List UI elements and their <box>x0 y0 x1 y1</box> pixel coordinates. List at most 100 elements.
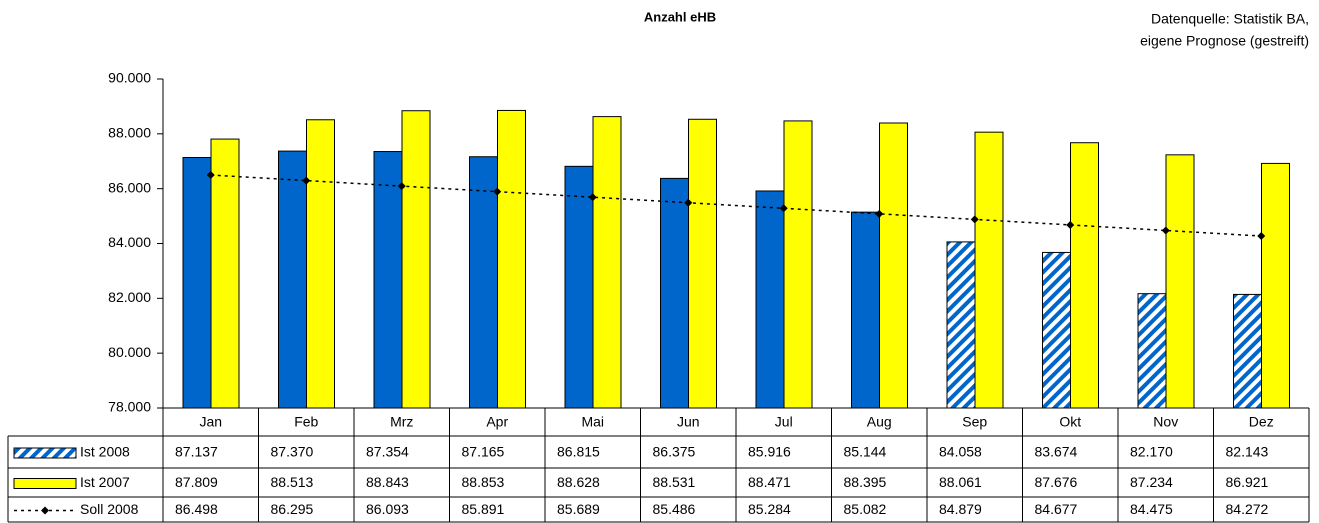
table-value: 87.676 <box>1035 474 1078 490</box>
marker <box>970 215 979 224</box>
table-value: 85.689 <box>557 501 600 517</box>
table-value: 84.879 <box>939 501 982 517</box>
bar <box>210 138 240 409</box>
bar <box>1070 142 1099 409</box>
x-tick-label: Jan <box>199 414 222 430</box>
bar <box>1261 162 1290 409</box>
table-value: 85.891 <box>462 501 505 517</box>
x-tick-label: Mrz <box>390 414 413 430</box>
bar <box>755 190 785 409</box>
legend-label: Soll 2008 <box>80 501 139 517</box>
table-value: 88.395 <box>844 474 887 490</box>
x-tick-label: Feb <box>294 414 318 430</box>
bar <box>783 120 813 409</box>
table-value: 84.272 <box>1226 501 1269 517</box>
legend-key <box>41 506 49 515</box>
y-tick-label: 86.000 <box>108 179 151 195</box>
table-value: 86.921 <box>1226 474 1269 490</box>
bar <box>278 150 307 409</box>
y-tick-label: 82.000 <box>108 289 151 305</box>
table-value: 88.531 <box>653 474 696 490</box>
legend-label: Ist 2007 <box>80 474 130 490</box>
table-value: 84.677 <box>1035 501 1078 517</box>
table-value: 87.370 <box>271 444 314 460</box>
table-value: 87.137 <box>175 444 218 460</box>
marker <box>779 204 788 213</box>
bar <box>1042 251 1071 409</box>
x-tick-label: Jul <box>775 414 793 430</box>
marker <box>397 182 406 191</box>
table-value: 85.082 <box>844 501 887 517</box>
bar <box>879 122 908 409</box>
bar <box>1137 293 1167 409</box>
y-tick-label: 80.000 <box>108 344 151 360</box>
source-note: Datenquelle: Statistik BA, <box>1151 11 1309 27</box>
bar <box>688 118 717 409</box>
table-value: 87.165 <box>462 444 505 460</box>
table-value: 87.234 <box>1130 474 1173 490</box>
table-value: 85.916 <box>748 444 791 460</box>
table-value: 82.170 <box>1130 444 1173 460</box>
bar <box>401 110 431 409</box>
marker <box>684 198 693 207</box>
table-value: 82.143 <box>1226 444 1269 460</box>
bar <box>946 241 976 409</box>
table-value: 83.674 <box>1035 444 1078 460</box>
marker <box>1161 226 1170 235</box>
table-value: 86.093 <box>366 501 409 517</box>
x-tick-label: Nov <box>1153 414 1178 430</box>
table-value: 85.284 <box>748 501 791 517</box>
source-note: eigene Prognose (gestreift) <box>1140 33 1309 49</box>
table-value: 85.144 <box>844 444 887 460</box>
bar <box>660 177 689 409</box>
y-tick-label: 78.000 <box>108 399 151 415</box>
x-tick-label: Apr <box>486 414 508 430</box>
bar <box>851 211 880 409</box>
marker <box>1066 220 1075 229</box>
table-value: 88.471 <box>748 474 791 490</box>
bar <box>1233 293 1262 409</box>
bar <box>182 156 212 409</box>
table-value: 88.853 <box>462 474 505 490</box>
table-value: 86.815 <box>557 444 600 460</box>
bar <box>306 119 335 409</box>
table-value: 84.475 <box>1130 501 1173 517</box>
x-tick-label: Aug <box>867 414 892 430</box>
bar <box>564 165 594 409</box>
y-tick-label: 84.000 <box>108 234 151 250</box>
legend-key <box>13 478 77 489</box>
x-tick-label: Jun <box>677 414 700 430</box>
y-tick-label: 90.000 <box>108 70 151 86</box>
bar <box>974 131 1004 409</box>
table-value: 88.628 <box>557 474 600 490</box>
table-value: 86.375 <box>653 444 696 460</box>
legend-key <box>13 447 77 459</box>
bar <box>1165 154 1195 409</box>
legend-label: Ist 2008 <box>80 444 130 460</box>
marker <box>1257 232 1266 241</box>
marker <box>588 193 597 202</box>
table-value: 87.809 <box>175 474 218 490</box>
table-value: 88.061 <box>939 474 982 490</box>
bar <box>497 109 526 409</box>
table-value: 86.498 <box>175 501 218 517</box>
bar <box>373 151 403 409</box>
bar <box>469 156 498 409</box>
table-value: 88.843 <box>366 474 409 490</box>
table-value: 85.486 <box>653 501 696 517</box>
x-tick-label: Okt <box>1059 414 1081 430</box>
chart-title: Anzahl eHB <box>644 9 716 24</box>
bar <box>592 116 622 409</box>
x-tick-label: Mai <box>581 414 604 430</box>
soll-line <box>210 174 1262 237</box>
table-value: 88.513 <box>271 474 314 490</box>
y-tick-label: 88.000 <box>108 125 151 141</box>
marker <box>493 187 502 196</box>
marker <box>875 209 884 218</box>
table-value: 84.058 <box>939 444 982 460</box>
x-tick-label: Sep <box>962 414 987 430</box>
table-value: 87.354 <box>366 444 409 460</box>
marker <box>302 176 311 185</box>
table-value: 86.295 <box>271 501 314 517</box>
